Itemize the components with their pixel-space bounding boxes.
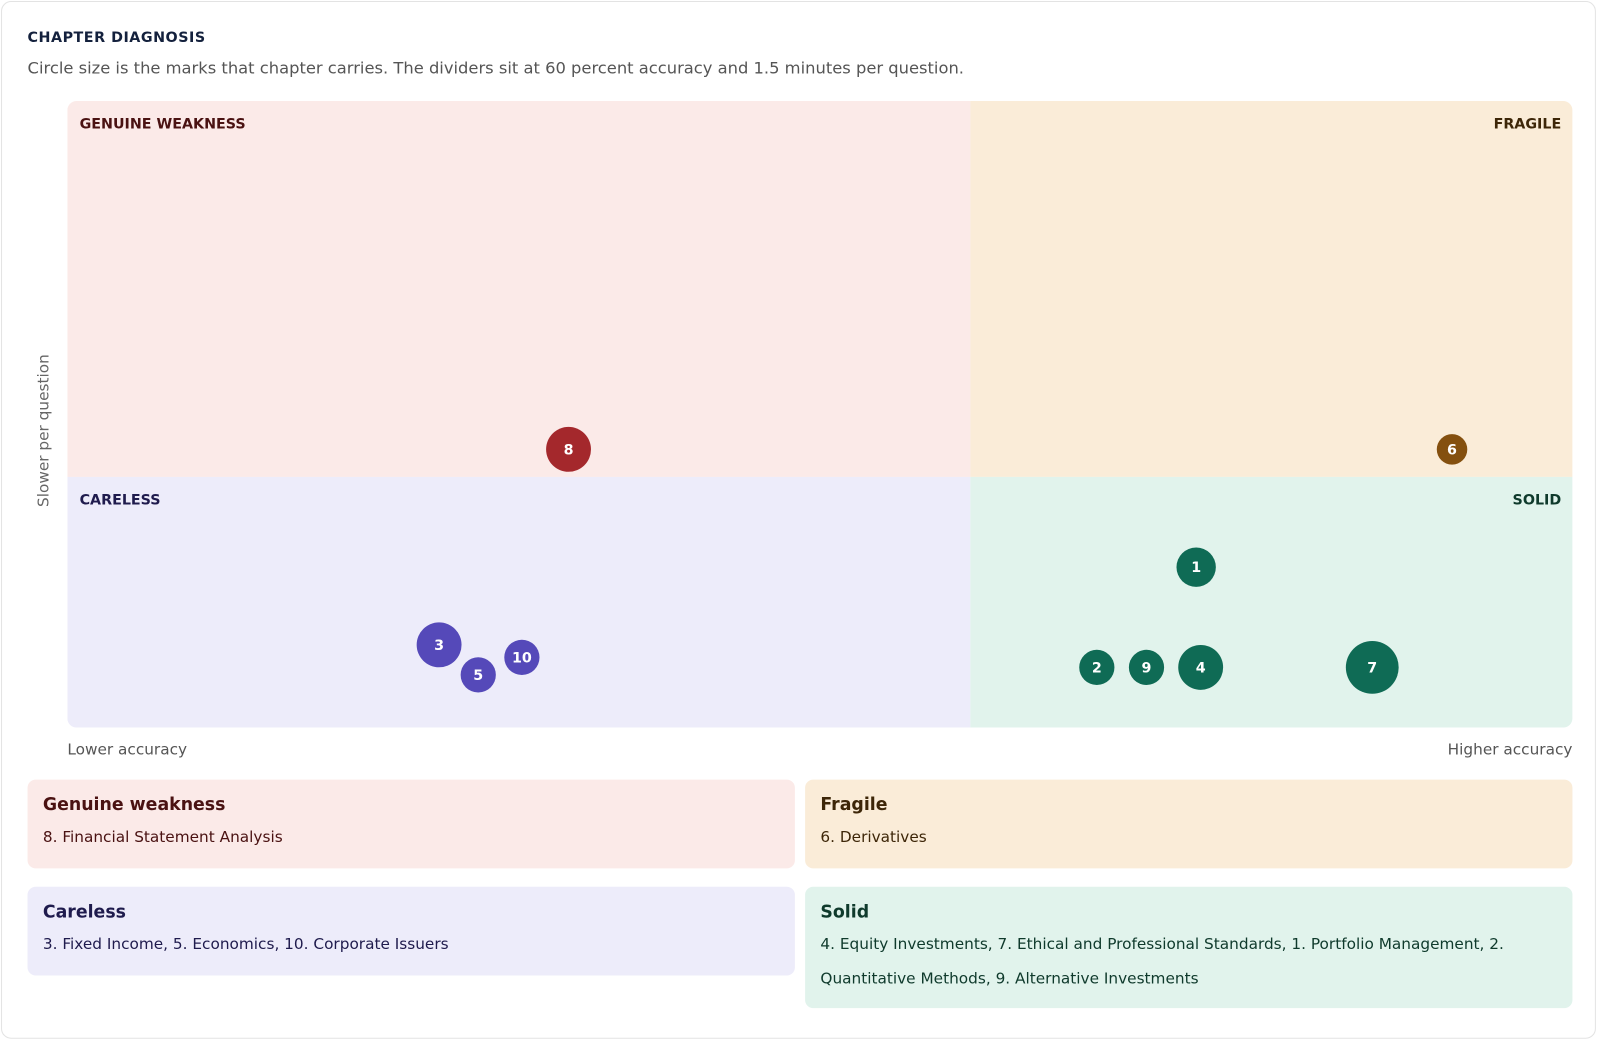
card-title: Solid xyxy=(820,902,870,923)
point xyxy=(1176,547,1216,587)
card-text: 4. Equity Investments, 7. Ethical and Pr… xyxy=(820,934,1504,988)
point-label: 1 xyxy=(1191,560,1201,576)
point-label: 5 xyxy=(473,668,483,684)
point-label: 2 xyxy=(1092,660,1102,676)
card-title: Careless xyxy=(42,902,126,923)
card-text: 6. Derivatives xyxy=(820,827,927,846)
point xyxy=(546,426,591,472)
x-axis-label: Higher accuracy xyxy=(1448,740,1573,758)
point-label: 8 xyxy=(564,442,574,458)
point xyxy=(1079,649,1115,686)
quadrant-label: CARELESS xyxy=(80,492,161,508)
point-label: 3 xyxy=(434,638,444,654)
quadrant-label: GENUINE WEAKNESS xyxy=(80,116,246,132)
point xyxy=(416,622,462,668)
point-label: 6 xyxy=(1447,442,1457,458)
y-axis-label: Slower per question xyxy=(34,354,52,507)
point-label: 7 xyxy=(1367,660,1377,676)
point-label: 4 xyxy=(1196,660,1206,676)
point xyxy=(1178,644,1224,690)
point-label: 10 xyxy=(512,650,532,666)
point xyxy=(1345,640,1399,694)
quadrant xyxy=(970,101,1573,477)
quadrant xyxy=(970,476,1573,728)
point xyxy=(1436,434,1468,465)
chart-subtitle: Circle size is the marks that chapter ca… xyxy=(27,58,964,78)
point xyxy=(1128,649,1165,686)
card-title: Fragile xyxy=(820,794,888,816)
x-axis-label: Lower accuracy xyxy=(67,740,187,758)
point-label: 9 xyxy=(1142,660,1152,676)
card-title: Genuine weakness xyxy=(42,794,226,816)
quadrant-label: FRAGILE xyxy=(1494,116,1562,132)
quadrant xyxy=(67,101,971,477)
card-text: 3. Fixed Income, 5. Economics, 10. Corpo… xyxy=(42,934,449,954)
point xyxy=(460,657,496,693)
chart: GENUINE WEAKNESS FRAGILE CARELESS SOLID Lowe… xyxy=(34,101,1573,758)
point xyxy=(504,639,540,675)
summary-card: Solid 4. Equity Investments, 7. Ethical a… xyxy=(805,886,1573,1009)
quadrant xyxy=(67,476,971,728)
quadrant-label: SOLID xyxy=(1513,492,1562,508)
card-text: 8. Financial Statement Analysis xyxy=(42,827,283,846)
summary-card: Careless 3. Fixed Income, 5. Economics, 1… xyxy=(27,886,795,976)
summary-card: Genuine weakness 8. Financial Statement A… xyxy=(27,779,795,869)
chart-title: CHAPTER DIAGNOSIS xyxy=(27,29,206,46)
summary-card: Fragile 6. Derivatives xyxy=(805,779,1573,869)
summary-cards: Genuine weakness 8. Financial Statement A… xyxy=(27,779,1573,1009)
